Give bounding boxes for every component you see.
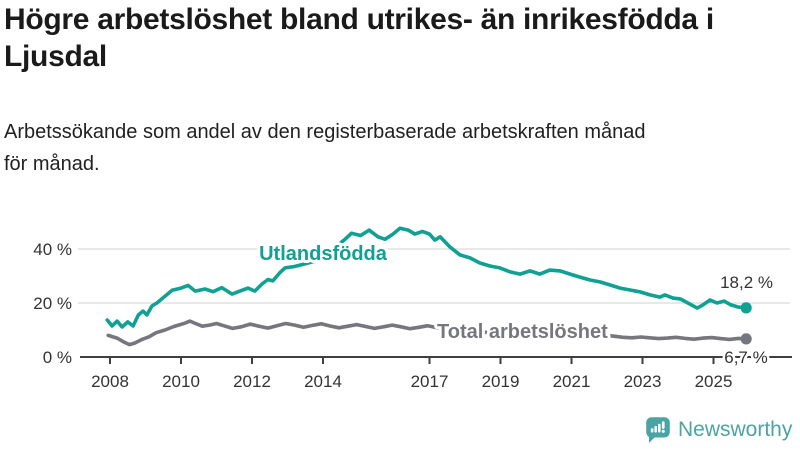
y-tick-label: 20 % <box>33 294 72 313</box>
x-tick-label: 2008 <box>91 372 129 391</box>
end-dot-utlandsfdda <box>740 302 752 314</box>
y-tick-label: 40 % <box>33 240 72 259</box>
x-tick-label: 2021 <box>553 372 591 391</box>
x-tick-label: 2010 <box>162 372 200 391</box>
chart-subtitle: Arbetssökande som andel av den registerb… <box>4 121 646 175</box>
x-tick-label: 2023 <box>624 372 662 391</box>
end-value-label-totalarbetslshet: 6,7 % <box>724 348 767 367</box>
x-tick-label: 2025 <box>695 372 733 391</box>
x-tick-label: 2012 <box>233 372 271 391</box>
series-line-utlandsfdda <box>105 226 748 329</box>
page-title: Högre arbetslöshet bland utrikes- än inr… <box>4 3 714 73</box>
series-label-totalarbetslshet: Total arbetslöshet <box>437 321 608 343</box>
x-tick-label: 2019 <box>482 372 520 391</box>
end-dot-totalarbetslshet <box>740 333 752 345</box>
newsworthy-bubble-chart-icon <box>646 417 670 443</box>
x-tick-label: 2014 <box>304 372 342 391</box>
series-label-utlandsfdda: Utlandsfödda <box>259 243 388 265</box>
end-value-label-utlandsfdda: 18,2 % <box>720 273 773 292</box>
y-tick-label: 0 % <box>43 348 72 367</box>
unemployment-line-chart: 2008 2010 2012 2014 2017 2019 2021 2023 2025 0 % 2… <box>33 226 792 391</box>
newsworthy-wordmark: Newsworthy <box>678 418 793 441</box>
newsworthy-logo: Newsworthy <box>645 416 792 443</box>
x-tick-label: 2017 <box>411 372 449 391</box>
series-line-totalarbetslshet <box>106 319 748 347</box>
